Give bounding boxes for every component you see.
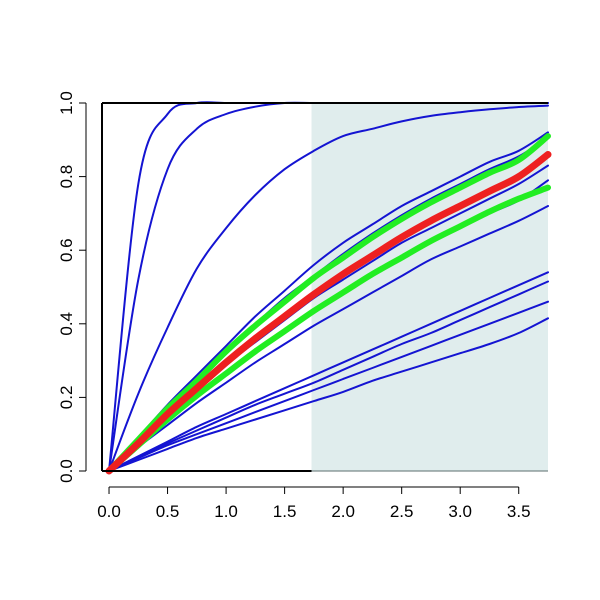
curve-9 (108, 271, 549, 472)
y-tick-label: 0.8 (57, 165, 76, 189)
x-tick-label: 1.0 (214, 502, 238, 521)
y-axis-ticks: 0.0 0.2 0.4 0.6 0.8 1.0 (57, 91, 86, 483)
curve-layer (105, 101, 552, 475)
y-tick-label: 0.2 (57, 386, 76, 410)
band-curve-1 (106, 133, 551, 474)
x-tick-label: 2.5 (390, 502, 414, 521)
curve-4 (108, 131, 549, 472)
curve-3 (108, 104, 549, 472)
curve-11 (108, 300, 549, 472)
curve-8 (108, 205, 549, 472)
curve-12 (108, 317, 549, 472)
x-tick-label: 1.5 (273, 502, 297, 521)
x-tick-label: 0.0 (97, 502, 121, 521)
x-tick-label: 0.5 (156, 502, 180, 521)
x-tick-label: 3.0 (448, 502, 472, 521)
x-tick-label: 3.5 (507, 502, 531, 521)
y-tick-label: 0.6 (57, 238, 76, 262)
mean-curve (105, 151, 552, 475)
y-tick-label: 1.0 (57, 91, 76, 115)
x-axis-ticks: 0.0 0.5 1.0 1.5 2.0 2.5 3.0 3.5 (97, 487, 531, 521)
x-tick-label: 2.0 (331, 502, 355, 521)
y-tick-label: 0.0 (57, 459, 76, 483)
band-curve-2 (106, 184, 551, 474)
y-tick-label: 0.4 (57, 312, 76, 336)
curve-10 (108, 280, 549, 472)
